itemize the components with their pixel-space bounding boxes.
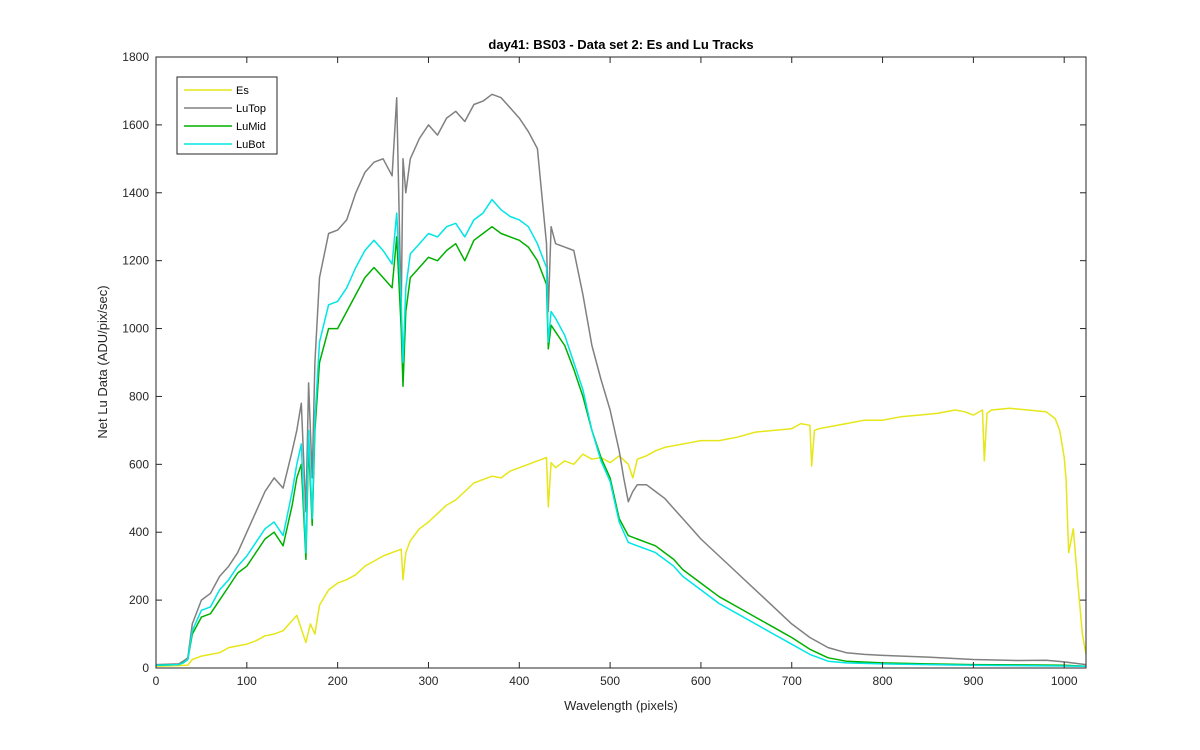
axes-box	[155, 56, 1087, 669]
chart-title: day41: BS03 - Data set 2: Es and Lu Trac…	[488, 37, 753, 52]
x-tick-label: 700	[782, 674, 802, 688]
y-tick-label: 0	[142, 661, 149, 675]
series-line-es	[155, 407, 1087, 668]
x-tick-label: 800	[873, 674, 893, 688]
x-tick-label: 900	[963, 674, 983, 688]
x-tick-label: 500	[600, 674, 620, 688]
series-line-lubot	[155, 198, 1087, 668]
x-tick-label: 100	[237, 674, 257, 688]
y-axis-label: Net Lu Data (ADU/pix/sec)	[95, 285, 110, 438]
legend: Es LuTop LuMid LuBot	[176, 76, 278, 155]
y-tick-label: 800	[129, 389, 149, 403]
y-tick-label: 400	[129, 525, 149, 539]
y-tick-label: 200	[129, 593, 149, 607]
x-tick-label: 200	[328, 674, 348, 688]
x-tick-label: 600	[691, 674, 711, 688]
y-tick-label: 1800	[122, 50, 149, 64]
legend-label-lutop: LuTop	[236, 103, 266, 115]
x-tick-label: 0	[153, 674, 160, 688]
x-tick-label: 400	[509, 674, 529, 688]
y-tick-label: 1400	[122, 186, 149, 200]
x-tick-label: 1000	[1051, 674, 1078, 688]
legend-label-lubot: LuBot	[236, 139, 265, 151]
y-tick-label: 600	[129, 457, 149, 471]
series-layer	[155, 93, 1087, 668]
series-line-lutop	[155, 93, 1087, 666]
y-tick-label: 1200	[122, 254, 149, 268]
x-axis-label: Wavelength (pixels)	[564, 698, 678, 713]
legend-label-lumid: LuMid	[236, 121, 266, 133]
series-line-lumid	[155, 225, 1087, 668]
tick-layer: 0 100 200 300 400 500 600 700 800 900 1000 0 200 400 6…	[122, 50, 1086, 688]
x-tick-label: 300	[418, 674, 438, 688]
legend-label-es: Es	[236, 85, 249, 97]
y-tick-label: 1600	[122, 118, 149, 132]
plot-area	[156, 57, 1086, 668]
y-tick-label: 1000	[122, 322, 149, 336]
